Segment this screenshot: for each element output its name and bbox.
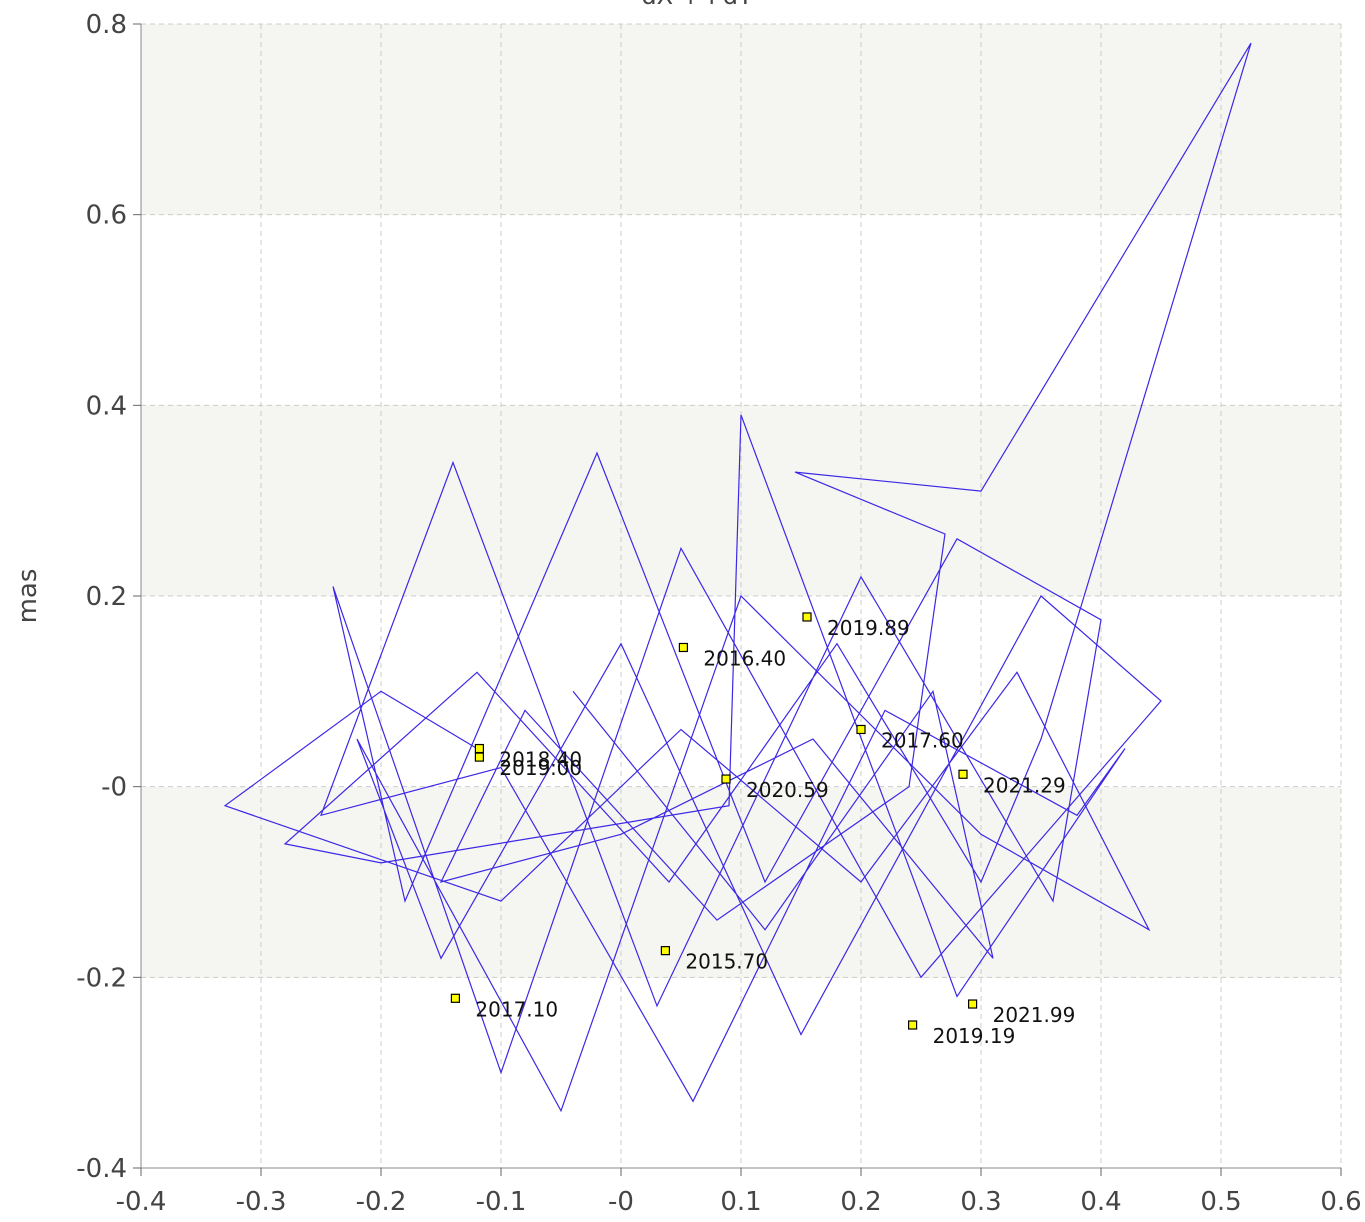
marker	[474, 752, 484, 762]
x-tick-label: 0.3	[960, 1187, 1001, 1217]
marker	[474, 743, 484, 754]
x-tick-label: -0.4	[116, 1187, 167, 1217]
y-tick-label: 0.2	[86, 582, 127, 612]
annotation: 2015.70	[685, 950, 768, 974]
x-tick-label: -0	[608, 1187, 634, 1217]
plot: 2019.89 2016.40 2017.60 2021.29 2020.59 2018.…	[223, 42, 1252, 1113]
x-tick-label: -0.1	[476, 1187, 527, 1217]
y-tick-label: 0.6	[86, 201, 127, 231]
x-tick-label: 0.4	[1080, 1187, 1121, 1217]
annotation: 2017.60	[881, 728, 964, 752]
chart-title: dX + i dY	[641, 0, 753, 10]
y-tick-label: 0.8	[86, 10, 127, 40]
marker	[660, 946, 671, 956]
x-tick-label: -0.3	[236, 1187, 287, 1217]
marker	[802, 612, 812, 622]
marker	[958, 769, 968, 779]
marker	[450, 993, 460, 1003]
line	[223, 42, 1252, 1113]
x-tick-label: 0.6	[1320, 1187, 1361, 1217]
x-tick-label: 0.2	[840, 1187, 881, 1217]
y-tick-label: -0.4	[76, 1154, 127, 1184]
annotation: 2019.19	[933, 1024, 1016, 1048]
marker	[856, 724, 866, 735]
annotation: 2019.89	[827, 616, 910, 640]
x-tick-label: -0.2	[356, 1187, 407, 1217]
y-axis-label: mas	[13, 569, 43, 624]
annotation: 2021.29	[983, 773, 1066, 797]
annotation: 2021.99	[993, 1003, 1076, 1027]
marker	[967, 999, 978, 1009]
marker	[721, 774, 731, 784]
marker	[907, 1020, 918, 1030]
y-tick-label: -0.2	[76, 963, 127, 993]
annotation: 2020.59	[746, 778, 829, 802]
annotation: 2016.40	[703, 646, 786, 670]
annotation: 2019.00	[499, 756, 582, 780]
y-tick-label: 0.4	[86, 391, 127, 421]
annotation: 2018.40	[499, 748, 582, 772]
x-tick-label: 0.5	[1200, 1187, 1241, 1217]
annotation: 2017.10	[475, 997, 558, 1021]
x-tick-label: 0.1	[720, 1187, 761, 1217]
marker	[678, 642, 689, 653]
y-tick-label: -0	[101, 773, 127, 803]
